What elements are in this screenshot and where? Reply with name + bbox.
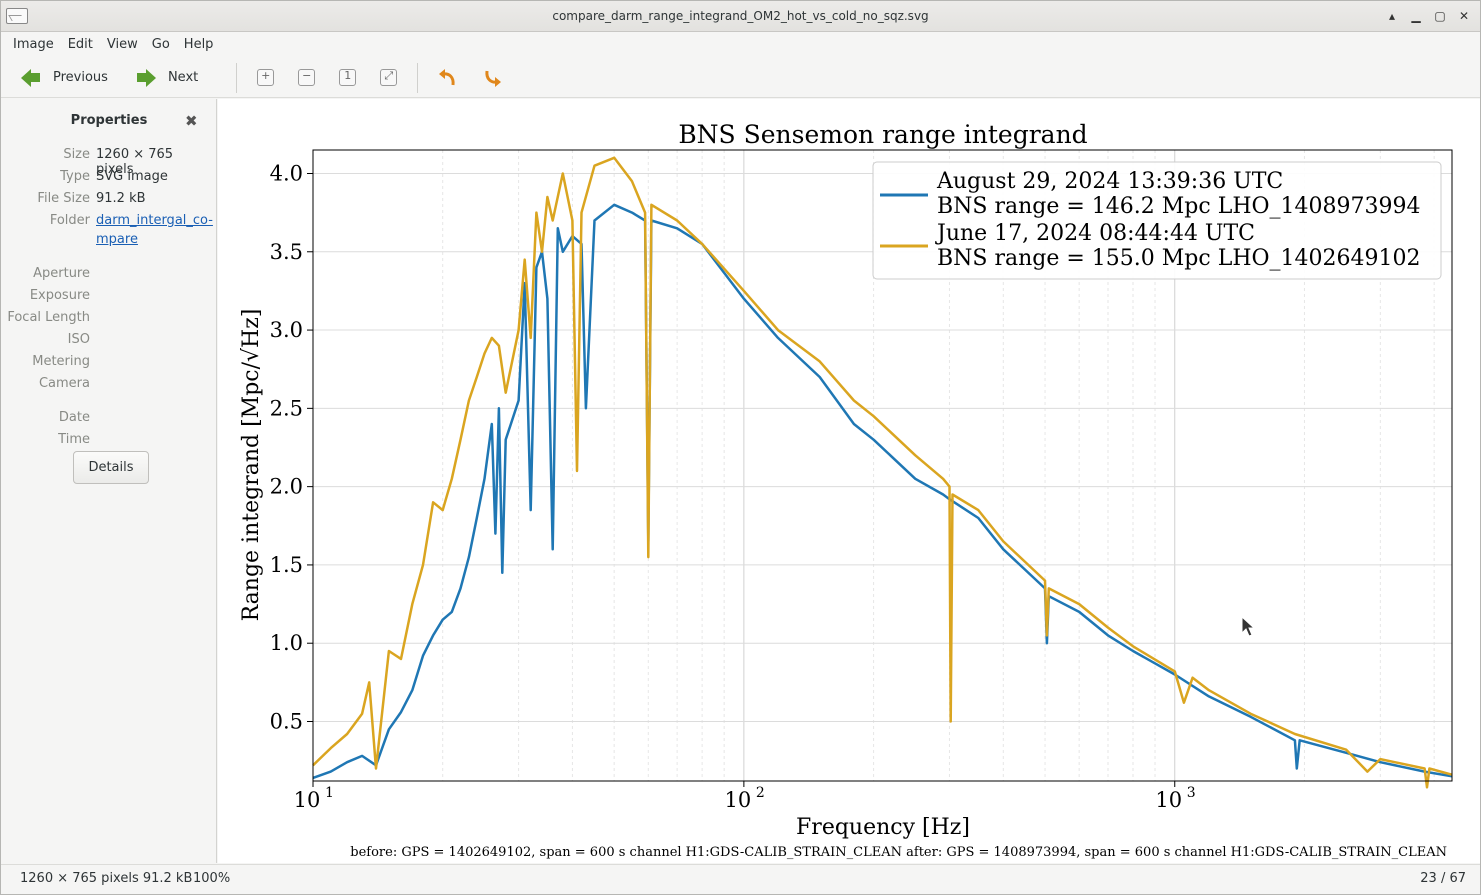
chart-series bbox=[312, 156, 1453, 789]
previous-button[interactable]: Previous bbox=[13, 62, 116, 94]
legend-label-jun-range: BNS range = 155.0 Mpc LHO_1402649102 bbox=[937, 246, 1421, 271]
prop-key: ISO bbox=[67, 332, 90, 347]
minimize-icon[interactable]: ▁ bbox=[1411, 9, 1421, 23]
window-title: compare_darm_range_integrand_OM2_hot_vs_… bbox=[552, 9, 929, 23]
legend-label-aug-date: August 29, 2024 13:39:36 UTC bbox=[936, 169, 1283, 194]
prop-value: SVG image bbox=[96, 169, 168, 184]
status-position: 23 / 67 bbox=[1420, 871, 1466, 886]
status-zoom: 100% bbox=[193, 871, 231, 886]
prop-key: Metering bbox=[32, 354, 90, 369]
y-tick-label: 1.5 bbox=[270, 553, 303, 577]
series-line-aug-29 bbox=[312, 203, 1453, 780]
prop-key: Type bbox=[60, 169, 90, 184]
statusbar: 1260 × 765 pixels 91.2 kB 100% 23 / 67 bbox=[1, 864, 1480, 894]
zoom-out-icon[interactable]: − bbox=[298, 69, 316, 86]
toolbar-separator bbox=[236, 62, 238, 93]
prop-key: Folder bbox=[49, 213, 90, 228]
menu-help[interactable]: Help bbox=[183, 37, 214, 52]
shade-icon[interactable]: ▴ bbox=[1388, 9, 1396, 23]
x-tick-exponent: 3 bbox=[1187, 785, 1196, 801]
prop-key: Camera bbox=[38, 376, 90, 391]
legend-box bbox=[872, 161, 1442, 280]
prop-key: Aperture bbox=[33, 266, 90, 281]
prop-key: File Size bbox=[37, 191, 90, 206]
close-sidebar-icon[interactable]: ✖ bbox=[185, 112, 198, 130]
prop-key: Date bbox=[58, 410, 90, 425]
x-tick-exponent: 2 bbox=[756, 785, 765, 801]
rotate-left-icon[interactable] bbox=[437, 67, 459, 89]
x-axis-label: Frequency [Hz] bbox=[796, 815, 970, 840]
y-tick-label: 1.0 bbox=[270, 631, 303, 655]
menu-view[interactable]: View bbox=[106, 37, 138, 52]
prop-key: Exposure bbox=[29, 288, 90, 303]
toolbar-separator bbox=[417, 62, 419, 93]
prop-key: Size bbox=[63, 147, 90, 162]
series-line-jun-17 bbox=[312, 156, 1453, 789]
menu-go[interactable]: Go bbox=[151, 37, 170, 52]
previous-label: Previous bbox=[53, 70, 108, 85]
menu-edit[interactable]: Edit bbox=[67, 37, 93, 52]
y-tick-labels: 0.5 1.0 1.5 2.0 2.5 3.0 3.5 4.0 bbox=[270, 161, 313, 734]
details-button[interactable]: Details bbox=[73, 451, 149, 484]
y-tick-label: 3.5 bbox=[270, 240, 303, 264]
range-integrand-chart: BNS Sensemon range integrand 0.5 1.0 1.5 2.… bbox=[239, 120, 1453, 860]
zoom-fit-icon[interactable]: ⤢ bbox=[380, 69, 398, 86]
legend: August 29, 2024 13:39:36 UTC BNS range =… bbox=[872, 161, 1442, 280]
prop-key: Focal Length bbox=[7, 310, 90, 325]
next-label: Next bbox=[167, 70, 199, 85]
toolbar: Previous Next + − 1 ⤢ bbox=[1, 58, 1480, 98]
x-tick-label: 10 bbox=[1155, 788, 1182, 812]
image-app-icon bbox=[6, 8, 28, 24]
properties-sidebar: Properties ✖ Size 1260 × 765 pixels Type… bbox=[1, 99, 217, 863]
chart-title: BNS Sensemon range integrand bbox=[678, 120, 1087, 149]
close-icon[interactable]: ✕ bbox=[1458, 9, 1470, 23]
x-tick-labels: 10 1 10 2 10 3 bbox=[294, 781, 1196, 812]
menubar: Image Edit View Go Help bbox=[1, 32, 1480, 57]
chart-footer: before: GPS = 1402649102, span = 600 s c… bbox=[350, 845, 1447, 860]
legend-label-aug-range: BNS range = 146.2 Mpc LHO_1408973994 bbox=[937, 194, 1421, 219]
rotate-right-icon[interactable] bbox=[481, 67, 503, 89]
x-tick-label: 10 bbox=[725, 788, 752, 812]
y-tick-label: 2.5 bbox=[270, 396, 303, 420]
prop-key: Time bbox=[58, 432, 90, 447]
y-tick-label: 4.0 bbox=[270, 161, 303, 185]
menu-image[interactable]: Image bbox=[13, 37, 54, 52]
titlebar: compare_darm_range_integrand_OM2_hot_vs_… bbox=[1, 1, 1480, 32]
prop-value: 91.2 kB bbox=[96, 191, 146, 206]
y-tick-label: 0.5 bbox=[270, 710, 303, 734]
folder-link[interactable]: darm_intergal_co-mpare bbox=[96, 213, 213, 247]
go-next-icon bbox=[136, 68, 158, 88]
zoom-in-icon[interactable]: + bbox=[257, 69, 275, 86]
x-tick-exponent: 1 bbox=[325, 785, 334, 801]
status-dimensions: 1260 × 765 pixels 91.2 kB bbox=[20, 871, 193, 886]
legend-label-jun-date: June 17, 2024 08:44:44 UTC bbox=[935, 221, 1255, 246]
image-viewport[interactable]: BNS Sensemon range integrand 0.5 1.0 1.5 2.… bbox=[218, 99, 1480, 863]
mouse-cursor-icon bbox=[1241, 615, 1256, 637]
sidebar-title: Properties bbox=[70, 113, 148, 128]
y-tick-label: 3.0 bbox=[270, 318, 303, 342]
zoom-normal-icon[interactable]: 1 bbox=[339, 69, 357, 86]
plot-frame bbox=[312, 149, 1453, 782]
next-button[interactable]: Next bbox=[128, 62, 206, 94]
y-tick-label: 2.0 bbox=[270, 475, 303, 499]
y-axis-label: Range integrand [Mpc/√Hz] bbox=[239, 309, 264, 622]
prop-value: 1260 × 765 pixels bbox=[96, 147, 174, 177]
x-tick-label: 10 bbox=[294, 788, 321, 812]
go-previous-icon bbox=[21, 68, 43, 88]
maximize-icon[interactable]: ▢ bbox=[1434, 9, 1446, 23]
